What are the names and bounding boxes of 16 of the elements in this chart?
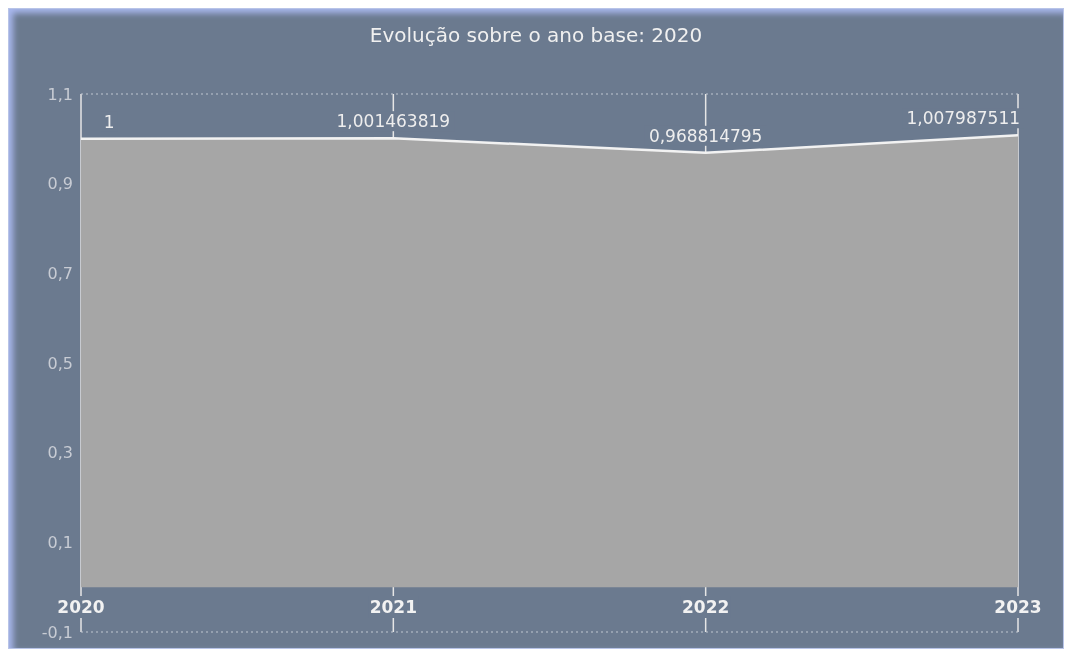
y-tick-label: 0,7: [47, 264, 73, 284]
data-label: 1,001463819: [336, 111, 451, 132]
x-tick-label: 2023: [994, 597, 1042, 617]
y-tick-label: -0,1: [41, 622, 73, 642]
data-label: 1,007987511: [906, 108, 1021, 129]
x-tick-label: 2021: [369, 597, 417, 617]
y-tick-label: 0,1: [47, 533, 73, 553]
data-label: 1: [103, 111, 115, 132]
y-tick-label: 0,5: [47, 353, 73, 373]
data-label: 0,968814795: [648, 125, 763, 146]
x-tick-label: 2020: [57, 597, 105, 617]
y-tick-label: 0,3: [47, 443, 73, 463]
y-tick-label: 0,9: [47, 174, 73, 194]
x-tick-label: 2022: [682, 597, 730, 617]
y-tick-label: 1,1: [47, 84, 73, 104]
chart-title: Evolução sobre o ano base: 2020: [368, 23, 704, 47]
